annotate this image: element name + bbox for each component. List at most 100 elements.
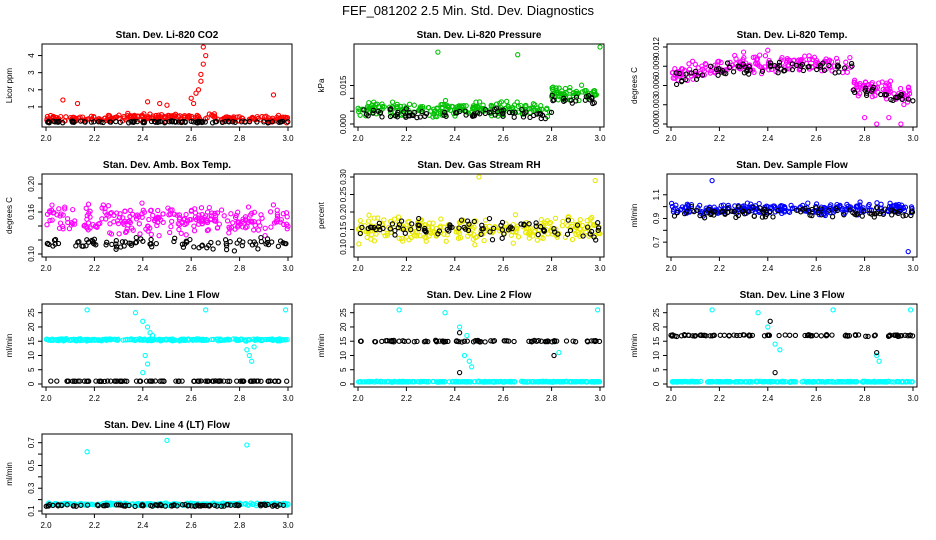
data-point (99, 216, 105, 222)
data-point (903, 212, 909, 218)
y-tick-label: 5 (339, 367, 348, 372)
x-tick-label: 2.8 (234, 264, 246, 273)
data-point (584, 224, 591, 230)
data-point (190, 100, 197, 107)
data-point (247, 239, 253, 245)
data-point (270, 202, 277, 208)
data-point (365, 113, 371, 119)
data-point (520, 114, 527, 120)
data-point (806, 56, 813, 63)
data-point (251, 209, 258, 215)
data-point (900, 213, 906, 219)
data-point (536, 378, 542, 385)
data-point (242, 337, 248, 343)
data-point (414, 233, 420, 239)
data-point (476, 174, 482, 180)
data-point (366, 378, 372, 385)
data-point (596, 230, 602, 237)
data-point (595, 220, 601, 226)
data-point (756, 200, 762, 207)
data-point (778, 208, 784, 214)
data-point (369, 224, 375, 231)
data-point (401, 109, 407, 115)
data-point (500, 113, 506, 119)
data-point (562, 85, 569, 92)
data-point (476, 99, 483, 105)
data-point (854, 84, 860, 90)
data-point (418, 379, 424, 385)
data-point (422, 234, 428, 240)
data-point (899, 332, 905, 339)
data-point (809, 212, 815, 219)
data-point (737, 332, 743, 339)
data-point (453, 338, 460, 344)
data-point (115, 220, 122, 227)
data-point (231, 248, 238, 254)
data-point (818, 333, 824, 339)
data-point (158, 217, 164, 223)
data-point (430, 220, 436, 226)
data-point (679, 66, 685, 72)
data-point (732, 379, 738, 385)
data-point (50, 502, 56, 509)
data-point (828, 202, 834, 208)
data-point (136, 221, 142, 227)
data-point (169, 218, 175, 225)
data-point (137, 231, 143, 237)
data-point (379, 101, 385, 107)
data-point (746, 379, 753, 385)
data-point (172, 235, 178, 241)
data-point (766, 332, 773, 339)
data-point (115, 502, 122, 508)
data-point (139, 200, 145, 206)
data-point (521, 111, 527, 117)
data-point (244, 442, 250, 448)
data-point (134, 212, 141, 218)
chart-title: Stan. Dev. Sample Flow (736, 160, 848, 171)
data-point (851, 80, 857, 86)
data-point (223, 337, 230, 343)
data-point (44, 113, 51, 120)
data-point (731, 209, 737, 215)
data-point (840, 206, 846, 212)
x-tick-label: 2.6 (186, 264, 198, 273)
data-point (173, 378, 179, 384)
data-point (559, 88, 565, 94)
data-point (863, 92, 870, 99)
data-point (574, 222, 581, 228)
data-point (500, 110, 506, 117)
data-point (442, 102, 448, 109)
data-point (553, 87, 560, 94)
data-point (806, 63, 812, 70)
data-point (282, 337, 289, 343)
data-point (453, 110, 459, 116)
data-point (591, 88, 597, 94)
data-point (361, 107, 367, 113)
data-point (369, 102, 375, 108)
data-point (150, 212, 156, 219)
data-point (504, 338, 510, 344)
y-tick-label: 0.012 (652, 36, 661, 57)
x-tick-label: 3.0 (594, 394, 606, 403)
data-point (218, 503, 225, 509)
data-point (141, 119, 148, 126)
data-point (751, 213, 757, 219)
data-point (596, 338, 603, 345)
data-point (852, 211, 858, 217)
data-point (193, 90, 199, 96)
data-point (514, 223, 521, 229)
data-point (857, 80, 863, 87)
data-point (844, 69, 850, 75)
data-point (442, 378, 448, 385)
data-point (721, 70, 727, 76)
data-point (539, 106, 545, 112)
data-point (400, 226, 406, 232)
data-point (235, 336, 241, 343)
data-point (58, 502, 65, 508)
data-point (372, 338, 378, 345)
data-point (383, 338, 389, 344)
data-point (492, 112, 498, 118)
data-point (465, 227, 472, 234)
data-point (464, 338, 470, 344)
data-point (878, 378, 884, 385)
